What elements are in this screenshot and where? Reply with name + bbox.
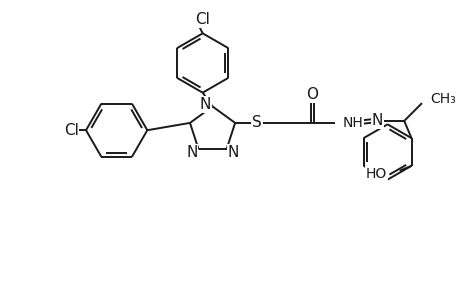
Text: Cl: Cl [195, 12, 210, 27]
Text: NH: NH [342, 116, 363, 130]
Text: N: N [227, 145, 239, 160]
Text: N: N [185, 145, 197, 160]
Text: S: S [252, 116, 261, 130]
Text: N: N [200, 97, 211, 112]
Text: Cl: Cl [64, 123, 78, 138]
Text: CH₃: CH₃ [429, 92, 455, 106]
Text: N: N [371, 113, 382, 128]
Text: O: O [306, 87, 318, 102]
Text: HO: HO [365, 167, 386, 181]
